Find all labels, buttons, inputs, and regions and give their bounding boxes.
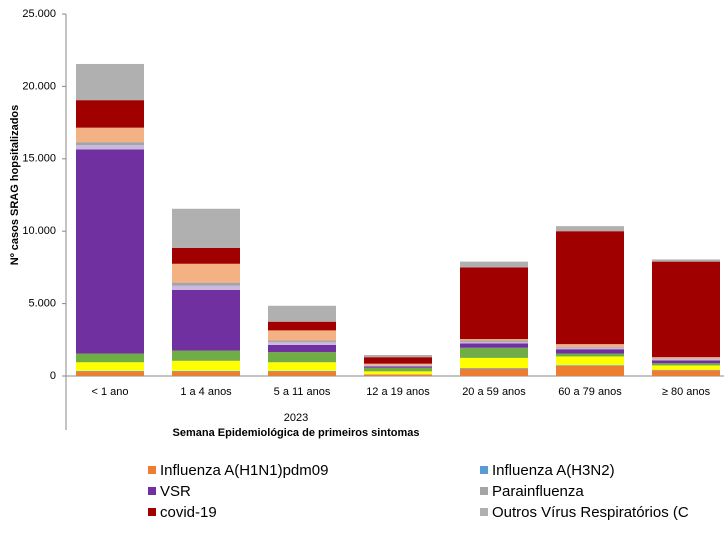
bar-segment: [172, 350, 240, 361]
bar-segment: [460, 339, 528, 341]
bar-segment: [268, 371, 336, 376]
bar-segment: [652, 259, 720, 262]
bar-segment: [172, 263, 240, 283]
bar-segment: [172, 285, 240, 290]
bar-segment: [556, 226, 624, 232]
bar-segment: [652, 370, 720, 376]
bar-segment: [76, 145, 144, 150]
bar-segment: [460, 357, 528, 369]
x-tick-label: 12 a 19 anos: [366, 386, 430, 398]
bar-segment: [76, 370, 144, 372]
bar-segment: [460, 368, 528, 369]
bar-segment: [172, 289, 240, 351]
bar-segment: [364, 366, 432, 368]
bar-segment: [556, 356, 624, 366]
legend-label: Influenza A(H3N2): [492, 462, 615, 479]
bar-segment: [172, 370, 240, 372]
legend-label: covid-19: [160, 504, 217, 521]
bar-segment: [172, 282, 240, 286]
bar-segment: [460, 261, 528, 268]
bar-segment: [364, 355, 432, 358]
bar-segment: [556, 231, 624, 345]
bar-segment: [460, 343, 528, 348]
legend-swatch: [148, 487, 156, 495]
y-tick-label: 10.000: [22, 225, 56, 237]
bar-segment: [268, 341, 336, 345]
bar-segment: [76, 353, 144, 363]
bar-segment: [172, 208, 240, 248]
bar-segment: [268, 352, 336, 363]
legend-swatch: [480, 508, 488, 516]
bar-segment: [364, 365, 432, 367]
bar-segment: [364, 367, 432, 372]
bar-segment: [556, 347, 624, 350]
x-axis-group: 2023: [284, 412, 308, 424]
y-tick-label: 0: [50, 370, 56, 382]
bar-segment: [172, 247, 240, 264]
bar-segment: [460, 340, 528, 342]
bar-segment: [652, 358, 720, 360]
bar-segment: [76, 362, 144, 371]
bar-segment: [76, 63, 144, 101]
bar-segment: [556, 349, 624, 354]
bar-segment: [460, 267, 528, 340]
legend-swatch: [480, 466, 488, 474]
bar-segment: [76, 127, 144, 143]
bar-segment: [556, 365, 624, 376]
legend-label: Parainfluenza: [492, 483, 584, 500]
bar-segment: [172, 360, 240, 371]
bar-segment: [460, 368, 528, 376]
x-tick-label: < 1 ano: [91, 386, 128, 398]
bar-segment: [652, 261, 720, 358]
bar-segment: [76, 100, 144, 128]
legend-label: VSR: [160, 483, 191, 500]
bar-segment: [268, 330, 336, 341]
legend-label: Influenza A(H1N1)pdm09: [160, 462, 328, 479]
x-tick-label: 5 a 11 anos: [274, 386, 331, 398]
bar-segment: [364, 374, 432, 376]
bar-segment: [460, 347, 528, 358]
bar-segment: [364, 357, 432, 364]
y-tick-label: 15.000: [22, 153, 56, 165]
y-tick-label: 20.000: [22, 80, 56, 92]
bar-segment: [652, 363, 720, 366]
x-tick-label: 60 a 79 anos: [558, 386, 622, 398]
bar-segment: [460, 341, 528, 344]
bar-segment: [268, 340, 336, 342]
legend-swatch: [480, 487, 488, 495]
y-tick-label: 5.000: [28, 298, 56, 310]
bar-segment: [172, 371, 240, 376]
x-tick-label: ≥ 80 anos: [662, 386, 711, 398]
bar-segment: [76, 142, 144, 146]
bar-segment: [364, 371, 432, 375]
legend-swatch: [148, 466, 156, 474]
x-tick-label: 1 a 4 anos: [180, 386, 232, 398]
x-axis-title: Semana Epidemiológica de primeiros sinto…: [173, 427, 420, 439]
bar-segment: [76, 371, 144, 376]
bar-segment: [556, 347, 624, 348]
y-tick-label: 25.000: [22, 8, 56, 20]
bar-segment: [268, 321, 336, 331]
bar-segment: [652, 360, 720, 364]
legend-label: Outros Vírus Respiratórios (C: [492, 504, 689, 521]
bar-segment: [76, 149, 144, 354]
x-tick-label: 20 a 59 anos: [462, 386, 526, 398]
bar-segment: [364, 363, 432, 366]
bar-segment: [652, 357, 720, 359]
y-axis-title: Nº casos SRAG hopsitalizados: [9, 105, 21, 266]
bar-segment: [652, 359, 720, 361]
bar-segment: [652, 365, 720, 370]
bar-segment: [556, 353, 624, 357]
bar-segment: [268, 362, 336, 371]
bar-segment: [556, 365, 624, 366]
bar-segment: [556, 344, 624, 348]
bar-segment: [268, 305, 336, 322]
bar-segment: [268, 370, 336, 372]
bar-segment: [268, 344, 336, 353]
legend-swatch: [148, 508, 156, 516]
